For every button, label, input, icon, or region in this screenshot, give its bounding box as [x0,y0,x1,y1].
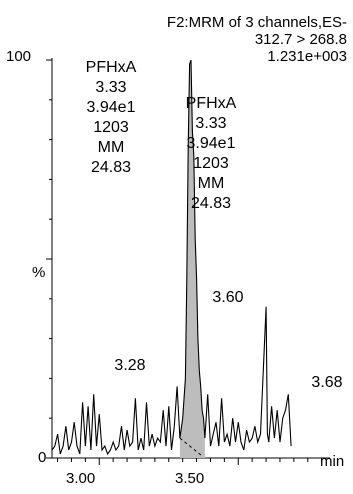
peak-label-line: 1203 [193,155,229,172]
peak-label-line: MM [97,139,125,156]
x-tick-label: 3.00 [66,470,96,487]
peak-label: PFHxA 3.33 3.94e1 1203 MM 24.83 [180,94,242,214]
peak-label: PFHxA 3.33 3.94e1 1203 MM 24.83 [80,58,142,178]
peak-label-line: 24.83 [190,195,232,212]
y-axis-label: % [32,264,46,281]
x-axis-label: min [320,453,345,470]
peak-label: 3.60 [208,288,248,308]
integration-baseline [179,437,203,457]
peak-label-line: 3.68 [311,374,343,391]
peak-label: 3.68 [307,373,347,393]
peak-label-line: 3.60 [212,289,244,306]
y-tick-label: 0 [38,449,47,466]
x-tick-label: 3.50 [175,470,205,487]
peak-label-line: PFHxA [185,95,237,112]
series-line [51,59,292,456]
peak-label-line: PFHxA [85,59,137,76]
peak-label-line: MM [197,175,225,192]
chart-title: F2:MRM of 3 channels,ES- [166,14,347,31]
transition-label: 312.7 > 268.8 [254,31,347,48]
y-tick-label: 100 [6,48,32,65]
peak-label: 3.28 [110,356,150,376]
peak-label-line: 3.33 [95,79,127,96]
peak-label-line: 3.94e1 [186,135,236,152]
peak-label-line: 1203 [93,119,129,136]
peak-label-line: 3.33 [195,115,227,132]
peak-label-line: 24.83 [90,159,132,176]
peak-label-line: 3.94e1 [86,99,136,116]
intensity-label: 1.231e+003 [267,48,347,65]
peak-label-line: 3.28 [114,357,146,374]
